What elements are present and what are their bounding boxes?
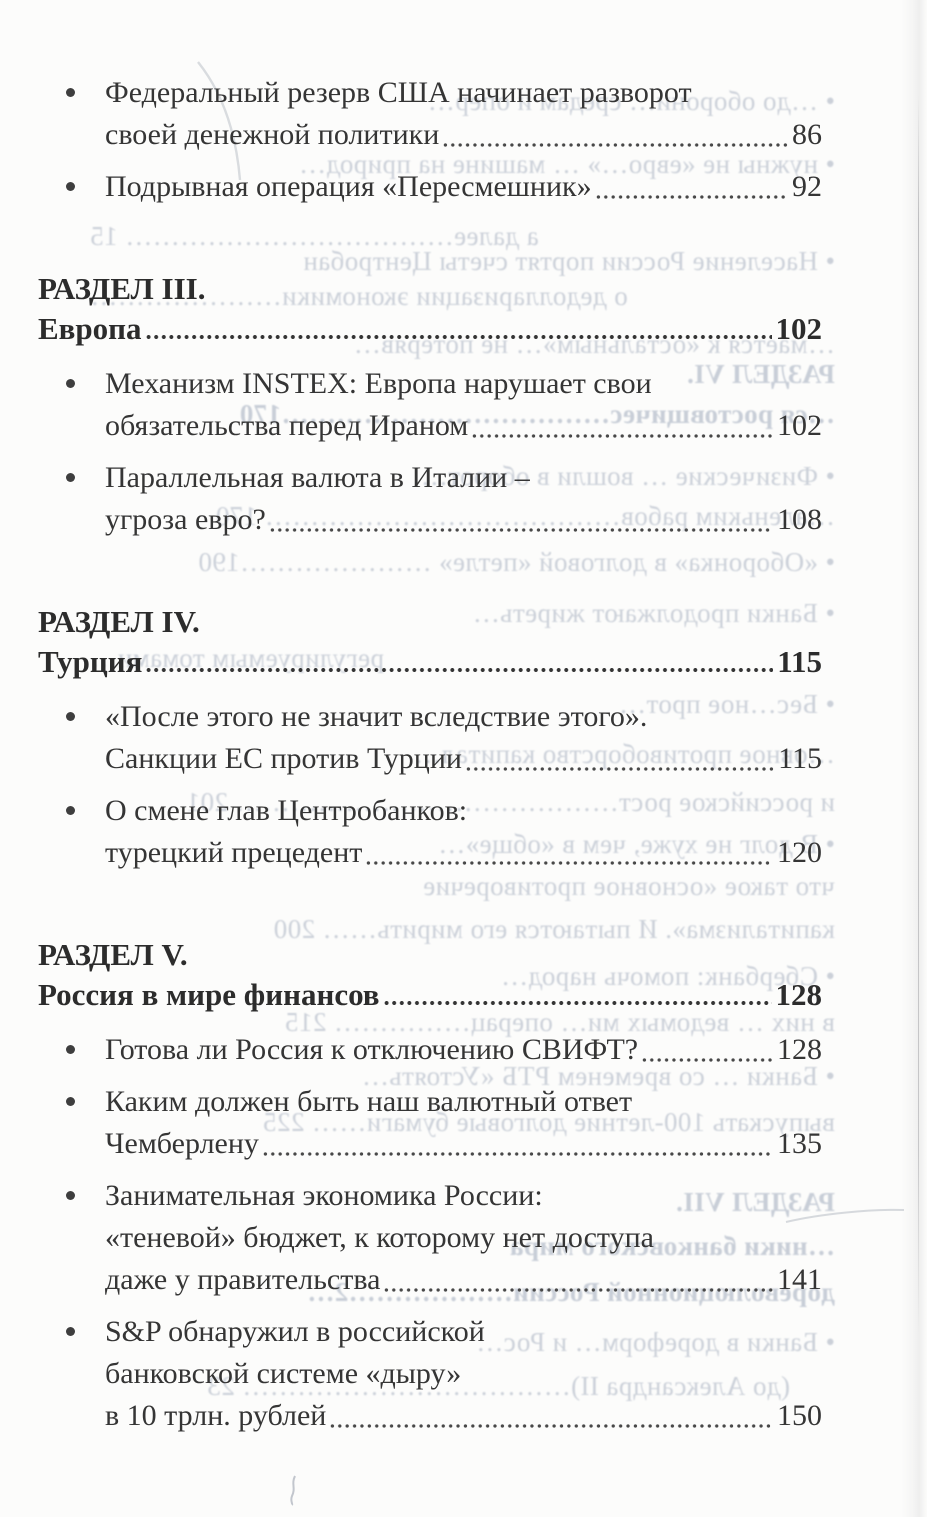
dot-leader (262, 1150, 773, 1158)
dot-leader (595, 193, 788, 201)
toc-item-text: в 10 трлн. рублей (105, 1399, 327, 1432)
toc-item-last-line: обязательства перед Ираном 102 (105, 405, 822, 447)
page-number: 135 (777, 1127, 822, 1160)
table-of-contents: Федеральный резерв США начинает разворот… (38, 0, 822, 1447)
toc-section: РАЗДЕЛ V. Россия в мире финансов 128 Готова… (38, 935, 822, 1437)
bullet-icon (66, 473, 75, 482)
page-number: 102 (777, 409, 822, 442)
section-title-row: Европа 102 (38, 309, 822, 349)
toc-item: Федеральный резерв США начинает разворот… (38, 72, 822, 156)
toc-item-text: «теневой» бюджет, к которому нет доступа (105, 1221, 654, 1254)
section-title: Турция (38, 644, 143, 679)
toc-item-text: О смене глав Центробанков: (105, 794, 468, 827)
bullet-icon (66, 712, 75, 721)
page-number: 108 (777, 503, 822, 536)
dot-leader (146, 666, 774, 674)
toc-item: Каким должен быть наш валютный ответ Чемб… (38, 1081, 822, 1165)
page-edge-shadow (901, 0, 927, 1517)
toc-item-text: своей денежной политики (105, 118, 440, 151)
toc-item-text: Подрывная операция «Пересмешник» (105, 170, 592, 203)
toc-item-text: даже у правительства (105, 1263, 381, 1296)
toc-item-text: Федеральный резерв США начинает разворот (105, 76, 692, 109)
dot-leader (269, 526, 773, 534)
section-kicker: РАЗДЕЛ IV. (38, 604, 200, 639)
toc-item: Механизм INSTEX: Европа нарушает свои обя… (38, 363, 822, 447)
page-number: 128 (775, 977, 823, 1012)
toc-item-last-line: даже у правительства 141 (105, 1259, 822, 1301)
bullet-icon (66, 806, 75, 815)
dot-leader (383, 999, 772, 1007)
page-number: 120 (777, 836, 822, 869)
bullet-icon (66, 1045, 75, 1054)
toc-item: Подрывная операция «Пересмешник» 92 (38, 166, 822, 208)
bullet-icon (66, 1191, 75, 1200)
toc-item-last-line: угроза евро? 108 (105, 499, 822, 541)
bullet-icon (66, 379, 75, 388)
section-title: Россия в мире финансов (38, 977, 380, 1012)
dot-leader (330, 1422, 773, 1430)
section-title-row: Турция 115 (38, 642, 822, 682)
toc-section: Федеральный резерв США начинает разворот… (38, 72, 822, 208)
page-number: 115 (778, 742, 822, 775)
toc-item-last-line: в 10 трлн. рублей 150 (105, 1395, 822, 1437)
bullet-icon (66, 182, 75, 191)
toc-section: РАЗДЕЛ III. Европа 102 Механизм INSTEX: Евр… (38, 269, 822, 541)
toc-item-last-line: своей денежной политики 86 (105, 114, 822, 156)
dot-leader (472, 432, 773, 440)
toc-item-last-line: Готова ли Россия к отключению СВИФТ? 128 (105, 1029, 822, 1071)
toc-item-text: Готова ли Россия к отключению СВИФТ? (105, 1033, 639, 1066)
page-number: 92 (792, 170, 822, 203)
toc-item: Готова ли Россия к отключению СВИФТ? 128 (38, 1029, 822, 1071)
page-number: 86 (792, 118, 822, 151)
toc-item-text: Параллельная валюта в Италии – (105, 461, 530, 494)
page-number: 128 (777, 1033, 822, 1066)
page-number: 141 (777, 1263, 822, 1296)
bullet-icon (66, 88, 75, 97)
toc-item-last-line: Санкции ЕС против Турции 115 (105, 738, 822, 780)
toc-item-text: Чемберлену (105, 1127, 259, 1160)
dot-leader (443, 141, 788, 149)
toc-item-text: «После этого не значит вследствие этого»… (105, 700, 648, 733)
toc-item-text: S&P обнаружил в российской (105, 1315, 485, 1348)
toc-item-text: Занимательная экономика России: (105, 1179, 543, 1212)
dot-leader (384, 1286, 773, 1294)
page-edge-line (918, 95, 919, 1335)
section-title-row: Россия в мире финансов 128 (38, 975, 822, 1015)
toc-item-text: обязательства перед Ираном (105, 409, 469, 442)
toc-item-text: Санкции ЕС против Турции (105, 742, 462, 775)
toc-item: Параллельная валюта в Италии – угроза евр… (38, 457, 822, 541)
page-number: 150 (777, 1399, 822, 1432)
toc-item-text: банковской системе «дыру» (105, 1357, 462, 1390)
bullet-icon (66, 1097, 75, 1106)
bullet-icon (66, 1327, 75, 1336)
dot-leader (366, 859, 773, 867)
section-title: Европа (38, 311, 142, 346)
toc-item-last-line: Чемберлену 135 (105, 1123, 822, 1165)
toc-item: «После этого не значит вследствие этого»… (38, 696, 822, 780)
dot-leader (642, 1056, 773, 1064)
toc-item-text: угроза евро? (105, 503, 266, 536)
toc-item-text: Каким должен быть наш валютный ответ (105, 1085, 633, 1118)
toc-section: РАЗДЕЛ IV. Турция 115 «После этого не значи… (38, 602, 822, 874)
dot-leader (465, 765, 775, 773)
dot-leader (145, 333, 772, 341)
toc-item: S&P обнаружил в российской банковской сис… (38, 1311, 822, 1437)
section-kicker: РАЗДЕЛ III. (38, 271, 206, 306)
toc-item: Занимательная экономика России: «теневой»… (38, 1175, 822, 1301)
toc-item-last-line: Подрывная операция «Пересмешник» 92 (105, 166, 822, 208)
toc-item-text: турецкий прецедент (105, 836, 363, 869)
toc-item: О смене глав Центробанков: турецкий преце… (38, 790, 822, 874)
section-kicker: РАЗДЕЛ V. (38, 937, 188, 972)
page-number: 102 (775, 311, 823, 346)
toc-item-last-line: турецкий прецедент 120 (105, 832, 822, 874)
page-number: 115 (777, 644, 822, 679)
toc-item-text: Механизм INSTEX: Европа нарушает свои (105, 367, 652, 400)
